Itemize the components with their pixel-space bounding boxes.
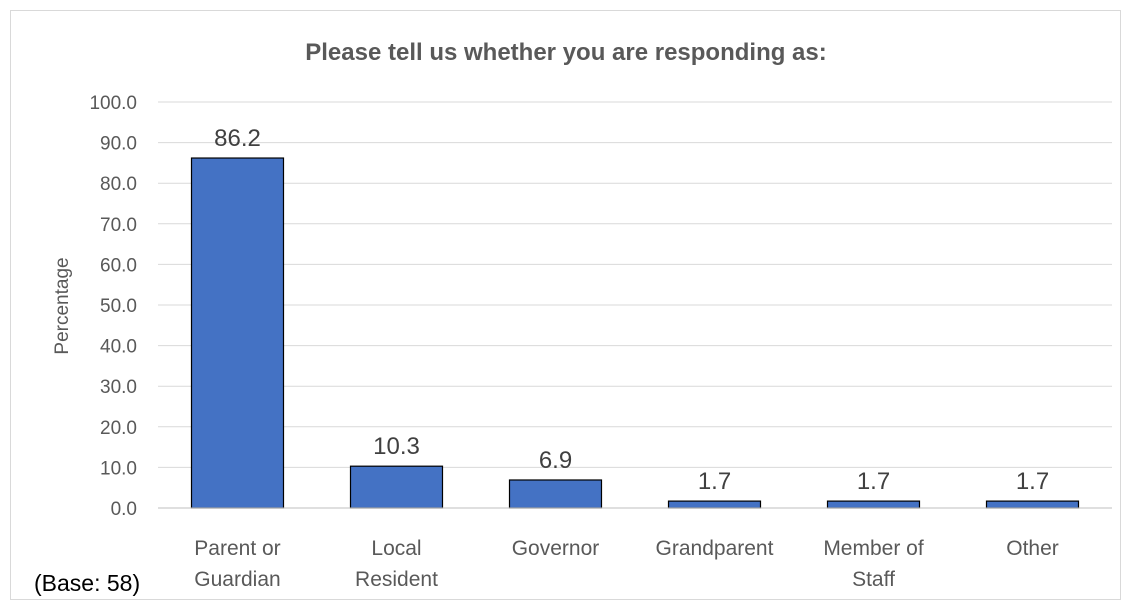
category-label: Resident xyxy=(355,568,438,591)
y-tick-label: 50.0 xyxy=(100,296,137,317)
bar xyxy=(826,500,921,509)
category-label: Other xyxy=(1006,537,1059,560)
y-axis-ticks: 0.0 10.0 20.0 30.0 40.0 50.0 60.0 70.0 80.0 90.0 1… xyxy=(89,93,137,520)
bar xyxy=(190,157,285,509)
data-label: 1.7 xyxy=(1016,468,1049,495)
category-label: Member of xyxy=(823,537,924,560)
gridlines xyxy=(158,101,1112,468)
category-label: Local xyxy=(371,537,421,560)
y-tick-label: 70.0 xyxy=(100,215,137,236)
y-tick-label: 100.0 xyxy=(89,93,137,114)
chart-title: Please tell us whether you are respondin… xyxy=(305,39,827,66)
category-label: Guardian xyxy=(194,568,280,591)
y-tick-label: 40.0 xyxy=(100,337,137,358)
data-label: 6.9 xyxy=(539,447,572,474)
y-tick-label: 80.0 xyxy=(100,174,137,195)
bar xyxy=(985,500,1080,509)
y-axis-label: Percentage xyxy=(52,257,73,354)
category-label: Staff xyxy=(852,568,895,591)
data-labels: 86.2 10.3 6.9 1.7 1.7 1.7 xyxy=(214,125,1049,495)
y-tick-label: 90.0 xyxy=(100,134,137,155)
y-tick-label: 30.0 xyxy=(100,377,137,398)
y-tick-label: 10.0 xyxy=(100,458,137,479)
y-tick-label: 0.0 xyxy=(111,499,137,520)
bar xyxy=(349,465,444,509)
bar xyxy=(508,479,603,509)
data-label: 1.7 xyxy=(698,468,731,495)
category-label: Grandparent xyxy=(656,537,774,560)
data-label: 86.2 xyxy=(214,125,261,152)
x-axis-categories: Parent or Guardian Local Resident Governor Gr… xyxy=(194,537,1058,591)
data-label: 1.7 xyxy=(857,468,890,495)
bar xyxy=(667,500,762,509)
category-label: Parent or xyxy=(194,537,280,560)
bars xyxy=(190,157,1080,509)
y-tick-label: 20.0 xyxy=(100,418,137,439)
data-label: 10.3 xyxy=(373,433,420,460)
base-note: (Base: 58) xyxy=(34,570,140,596)
y-tick-label: 60.0 xyxy=(100,255,137,276)
category-label: Governor xyxy=(512,537,600,560)
